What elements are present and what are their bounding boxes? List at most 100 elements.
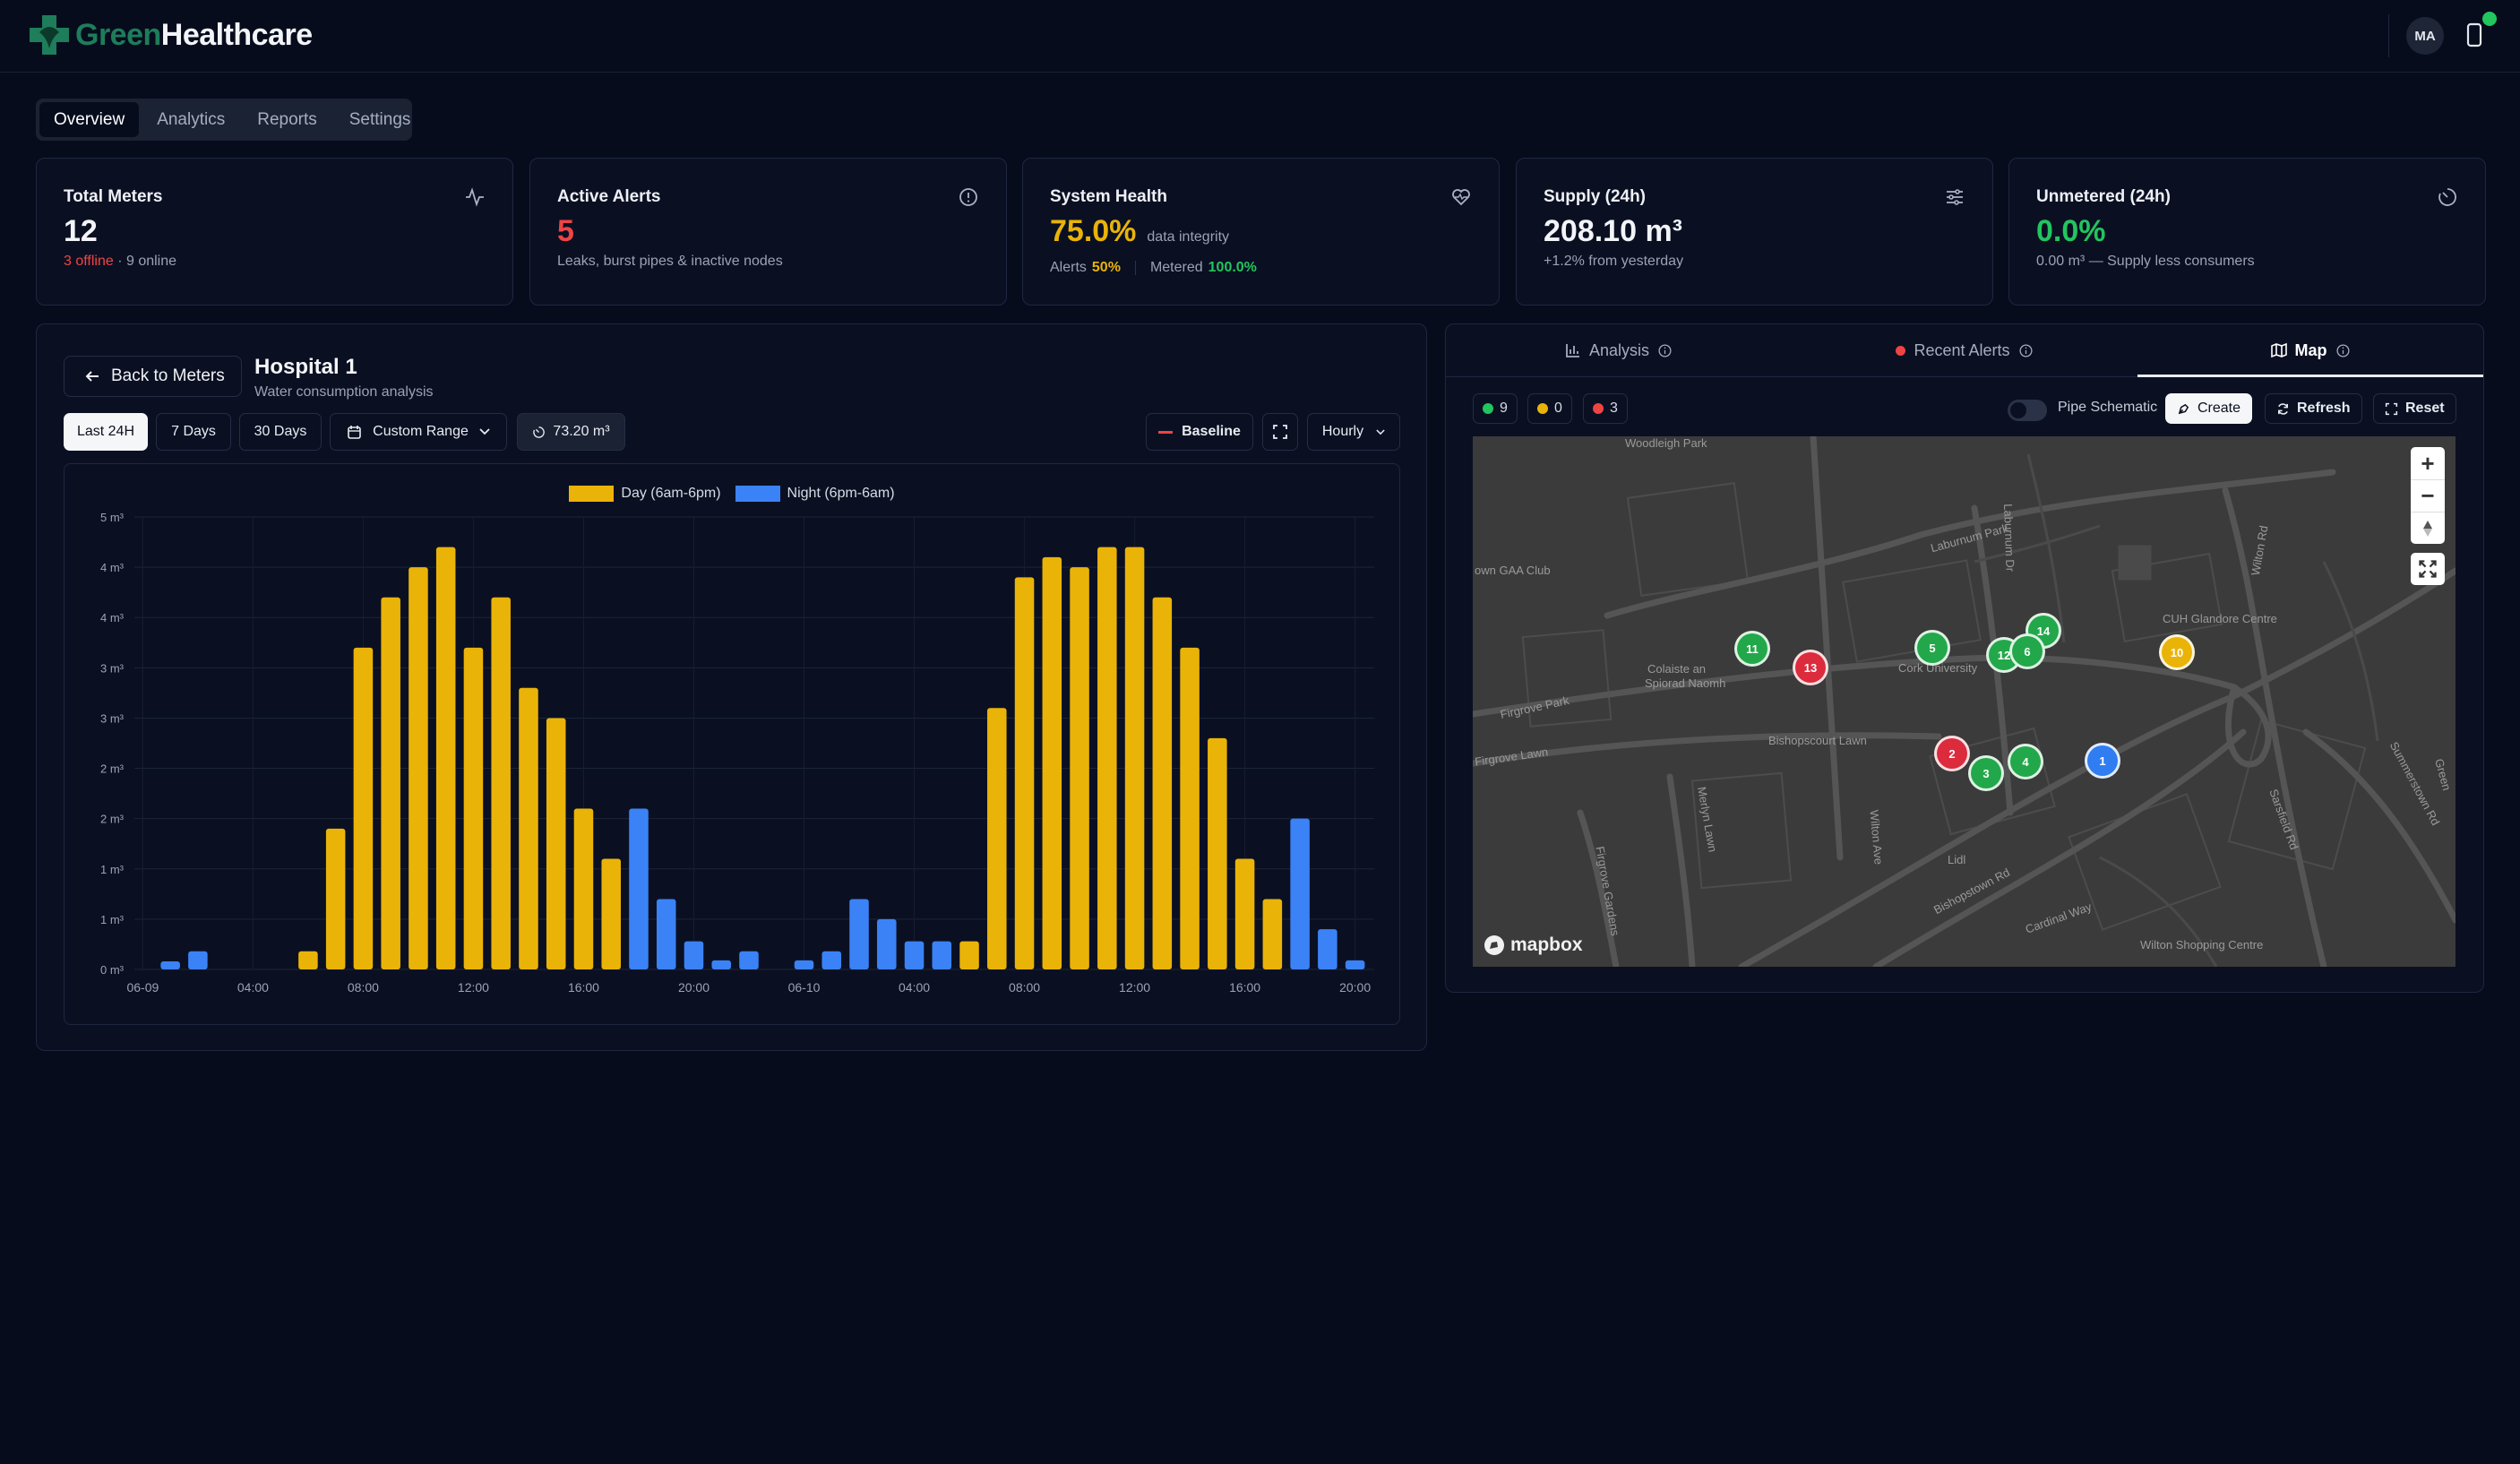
x-tick-label: 08:00	[1009, 980, 1040, 995]
bar-night[interactable]	[1290, 818, 1310, 969]
info-circle-icon	[959, 188, 977, 206]
bar-day[interactable]	[959, 941, 979, 969]
bar-day[interactable]	[1208, 737, 1227, 969]
tab-overview[interactable]: Overview	[39, 102, 140, 137]
legend-swatch-night	[735, 486, 780, 502]
bar-day[interactable]	[1262, 899, 1283, 969]
x-tick-label: 04:00	[899, 980, 930, 995]
mapbox-logo[interactable]: mapbox	[1484, 934, 1583, 956]
meter-marker[interactable]: 10	[2159, 634, 2195, 670]
bar-night[interactable]	[1318, 929, 1337, 969]
bar-day[interactable]	[353, 647, 374, 969]
user-avatar[interactable]: MA	[2406, 17, 2444, 55]
x-tick-label: 16:00	[1229, 980, 1260, 995]
baseline-label: Baseline	[1182, 424, 1241, 439]
fullscreen-button[interactable]	[1262, 413, 1298, 451]
legend-night[interactable]: Night (6pm-6am)	[735, 486, 895, 502]
bar-day[interactable]	[298, 951, 318, 969]
tab-analytics[interactable]: Analytics	[157, 109, 226, 129]
bar-day[interactable]	[1014, 577, 1035, 969]
supply-card: Supply (24h) 208.10 m³ +1.2% from yester…	[1516, 158, 1993, 306]
bar-day[interactable]	[1152, 597, 1173, 969]
gauge-icon	[533, 426, 546, 438]
supply-change: +1.2% from yesterday	[1544, 254, 1684, 269]
total-volume-badge[interactable]: 73.20 m³	[517, 413, 625, 451]
system-health-value: 75.0%	[1050, 214, 1137, 248]
tab-settings[interactable]: Settings	[348, 109, 411, 129]
meter-marker[interactable]: 1	[2085, 743, 2120, 779]
bar-day[interactable]	[491, 597, 511, 969]
interval-select[interactable]: Hourly	[1307, 413, 1400, 451]
map-panel-tabs: Analysis Recent Alerts Map	[1446, 324, 2483, 377]
warning-count-pill[interactable]: 0	[1527, 393, 1572, 424]
y-tick-label: 1 m³	[100, 863, 125, 876]
map-canvas[interactable]: Woodleigh Park Laburnum Dr Laburnum Park…	[1473, 436, 2455, 967]
bar-day[interactable]	[987, 708, 1007, 969]
bar-day[interactable]	[1097, 547, 1117, 969]
bar-night[interactable]	[160, 961, 180, 969]
pipe-schematic-toggle[interactable]	[2008, 400, 2047, 421]
meter-marker[interactable]: 6	[2009, 633, 2045, 669]
range-7-days-button[interactable]: 7 Days	[156, 413, 231, 451]
bar-day[interactable]	[463, 647, 484, 969]
bar-day[interactable]	[1070, 567, 1089, 969]
bar-day[interactable]	[435, 547, 456, 969]
bar-day[interactable]	[325, 828, 346, 969]
meter-marker[interactable]: 3	[1968, 755, 2004, 791]
info-circle-icon	[1658, 343, 1672, 357]
map-fullscreen-button[interactable]	[2411, 553, 2445, 585]
metered-label: Metered	[1149, 260, 1203, 275]
custom-range-dropdown[interactable]: Custom Range	[330, 413, 507, 451]
street-label: Laburnum Dr	[2001, 504, 2017, 573]
meter-marker[interactable]: 4	[2008, 744, 2043, 779]
logo[interactable]: GreenHealthcare	[27, 13, 313, 57]
legend-day[interactable]: Day (6am-6pm)	[569, 486, 721, 502]
bar-day[interactable]	[601, 858, 621, 969]
bar-night[interactable]	[821, 951, 842, 969]
bar-day[interactable]	[409, 567, 428, 969]
refresh-button[interactable]: Refresh	[2265, 393, 2362, 424]
online-count-pill[interactable]: 9	[1473, 393, 1518, 424]
bar-night[interactable]	[849, 899, 869, 969]
reset-label: Reset	[2405, 400, 2445, 416]
range-30-days-button[interactable]: 30 Days	[239, 413, 322, 451]
compass-button[interactable]	[2411, 512, 2445, 544]
bar-day[interactable]	[519, 687, 538, 969]
bar-day[interactable]	[1234, 858, 1255, 969]
range-last-24h-button[interactable]: Last 24H	[64, 413, 148, 451]
tab-reports[interactable]: Reports	[257, 109, 317, 129]
baseline-toggle-button[interactable]: Baseline	[1146, 413, 1253, 451]
tab-map[interactable]: Map	[2137, 324, 2483, 377]
meter-marker[interactable]: 13	[1793, 650, 1828, 685]
bar-day[interactable]	[573, 808, 594, 969]
alert-count-pill[interactable]: 3	[1583, 393, 1628, 424]
bar-night[interactable]	[188, 951, 208, 969]
bar-day[interactable]	[1124, 547, 1145, 969]
meter-marker[interactable]: 5	[1914, 630, 1950, 666]
bar-night[interactable]	[1345, 960, 1365, 969]
meter-marker[interactable]: 11	[1734, 631, 1770, 667]
bar-day[interactable]	[1042, 556, 1062, 969]
tab-analysis[interactable]: Analysis	[1446, 324, 1792, 376]
bar-night[interactable]	[711, 960, 732, 969]
tab-recent-alerts[interactable]: Recent Alerts	[1792, 324, 2137, 376]
bar-night[interactable]	[904, 941, 925, 969]
bar-night[interactable]	[794, 960, 814, 969]
mobile-device-icon[interactable]	[2464, 22, 2485, 50]
back-to-meters-button[interactable]: Back to Meters	[64, 356, 242, 397]
bar-day[interactable]	[381, 597, 400, 969]
zoom-in-button[interactable]: +	[2411, 447, 2445, 479]
create-button[interactable]: Create	[2165, 393, 2253, 424]
bar-day[interactable]	[1180, 647, 1200, 969]
unmetered-desc: 0.00 m³ — Supply less consumers	[2036, 254, 2255, 269]
bar-night[interactable]	[877, 918, 897, 969]
bar-night[interactable]	[739, 951, 759, 969]
meter-marker[interactable]: 2	[1934, 736, 1970, 771]
bar-night[interactable]	[684, 941, 704, 969]
zoom-out-button[interactable]: −	[2411, 479, 2445, 512]
bar-night[interactable]	[932, 941, 952, 969]
bar-day[interactable]	[546, 718, 566, 969]
bar-night[interactable]	[656, 899, 676, 969]
reset-button[interactable]: Reset	[2373, 393, 2456, 424]
bar-night[interactable]	[629, 808, 649, 969]
